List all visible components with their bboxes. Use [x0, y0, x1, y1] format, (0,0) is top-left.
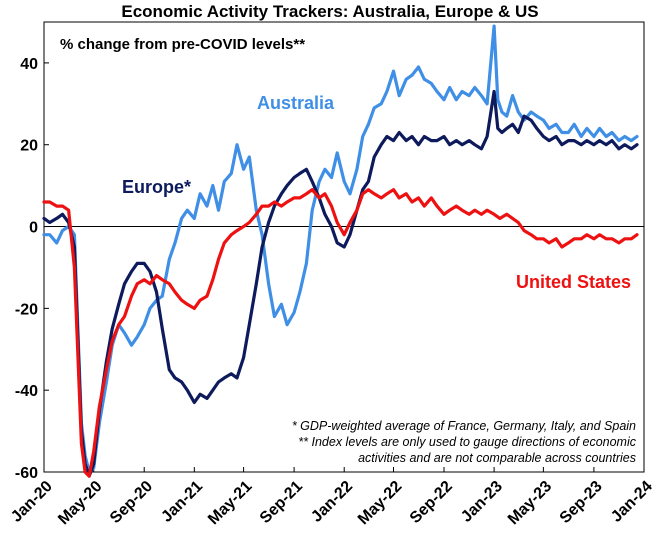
x-tick-label: Sep-20: [107, 478, 156, 527]
y-tick-label: -20: [15, 301, 38, 318]
x-tick-label: Jan-20: [8, 478, 56, 526]
y-tick-label: 20: [20, 138, 38, 155]
x-tick-label: Sep-23: [557, 478, 606, 527]
x-tick-label: Jan-23: [458, 478, 506, 526]
series-label-europe: Europe*: [122, 177, 191, 197]
footnote-europe: * GDP-weighted average of France, German…: [292, 419, 636, 433]
x-tick-label: May-23: [505, 478, 555, 528]
x-tick-label: Jan-21: [158, 478, 206, 526]
footnote-index-1: ** Index levels are only used to gauge d…: [298, 435, 636, 449]
x-tick-label: Sep-21: [257, 478, 306, 527]
chart-title: Economic Activity Trackers: Australia, E…: [121, 2, 538, 21]
x-tick-label: May-22: [355, 478, 405, 528]
series-line-australia: [42, 24, 639, 474]
y-tick-label: -60: [15, 465, 38, 482]
series-lines: [42, 24, 639, 478]
series-label-united-states: United States: [516, 272, 631, 292]
series-line-united-states: [42, 188, 639, 478]
x-tick-label: Sep-22: [407, 478, 456, 527]
y-axis: -60 -40 -20 0 20 40: [15, 56, 49, 482]
x-tick-label: Jan-22: [308, 478, 356, 526]
series-label-australia: Australia: [257, 93, 335, 113]
chart-subtitle: % change from pre-COVID levels**: [60, 36, 305, 53]
x-tick-label: Jan-24: [608, 478, 656, 526]
series-line-europe: [42, 89, 639, 478]
y-tick-label: 0: [29, 220, 38, 237]
footnote-index-2: activities and are not comparable across…: [358, 451, 636, 465]
y-tick-label: -40: [15, 383, 38, 400]
x-tick-label: May-21: [205, 478, 255, 528]
x-tick-label: May-20: [55, 478, 105, 528]
y-tick-label: 40: [20, 56, 38, 73]
